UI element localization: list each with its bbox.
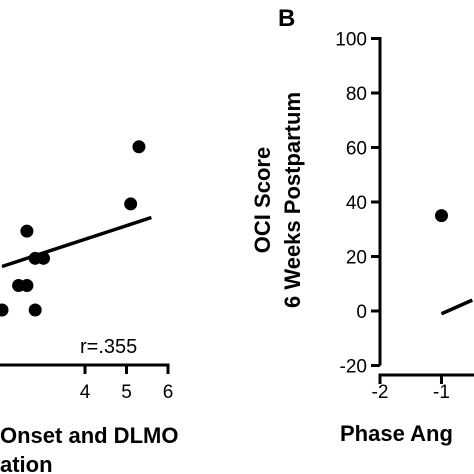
panel-a-trend: [1, 215, 152, 269]
panel-b-y-tick-label: 0: [356, 302, 367, 323]
panel-b-x-tick-label: -2: [372, 382, 389, 403]
panel-a-x-ticks: 4 5 6: [80, 365, 174, 403]
panel-b-trend-line: [440, 298, 473, 316]
panel-a-points: [0, 140, 146, 317]
panel-b-data-point: [435, 209, 448, 223]
panel-b-y-tick-label: 40: [346, 193, 367, 214]
panel-b-y-label-line-1: OCI Score: [250, 147, 275, 253]
panel-a-x-tick-label: 6: [163, 382, 174, 403]
panel-a-data-point: [20, 279, 34, 293]
panel-b-x-tick-label: -1: [433, 382, 450, 403]
panel-b-x-label: Phase Ang: [340, 421, 453, 446]
panel-b-trend: [440, 298, 473, 316]
panel-a-x-tick-label: 4: [80, 382, 91, 403]
panel-a-x-label-line-1: Onset and DLMO: [0, 423, 178, 448]
panel-a: 4 5 6 r=.355 Onset and DLMO ation: [0, 140, 178, 474]
panel-b-x-ticks: -2-10: [372, 375, 450, 403]
panel-a-data-point: [132, 140, 146, 154]
panel-b-y-label-line-2: 6 Weeks Postpartum: [280, 92, 305, 308]
panel-a-data-point: [28, 303, 42, 317]
panel-b-y-tick-label: 100: [335, 30, 367, 51]
panel-b-label: B: [278, 5, 295, 32]
panel-a-data-point: [0, 303, 9, 317]
panel-b-points: [435, 209, 448, 223]
panel-b-y-tick-label: 80: [346, 84, 367, 105]
panel-a-data-point: [37, 251, 50, 265]
panel-b-y-tick-label: 60: [346, 139, 367, 160]
panel-b-y-tick-label: 20: [346, 248, 367, 269]
panel-a-x-tick-label: 5: [121, 382, 132, 403]
panel-a-trend-line: [1, 215, 152, 269]
panel-a-x-label-line-2: ation: [0, 452, 53, 474]
panel-a-r-annotation: r=.355: [80, 336, 137, 358]
panel-b-y-ticks: -20 0 20 40 60 80 100: [335, 30, 380, 378]
panel-a-data-point: [20, 224, 34, 238]
panel-a-data-point: [124, 197, 138, 211]
panel-b-y-tick-label: -20: [340, 357, 367, 378]
panel-b: B -20 0 20 40 60 80 100 -2 -1 0 OCI Score 6 Week…: [250, 5, 474, 446]
